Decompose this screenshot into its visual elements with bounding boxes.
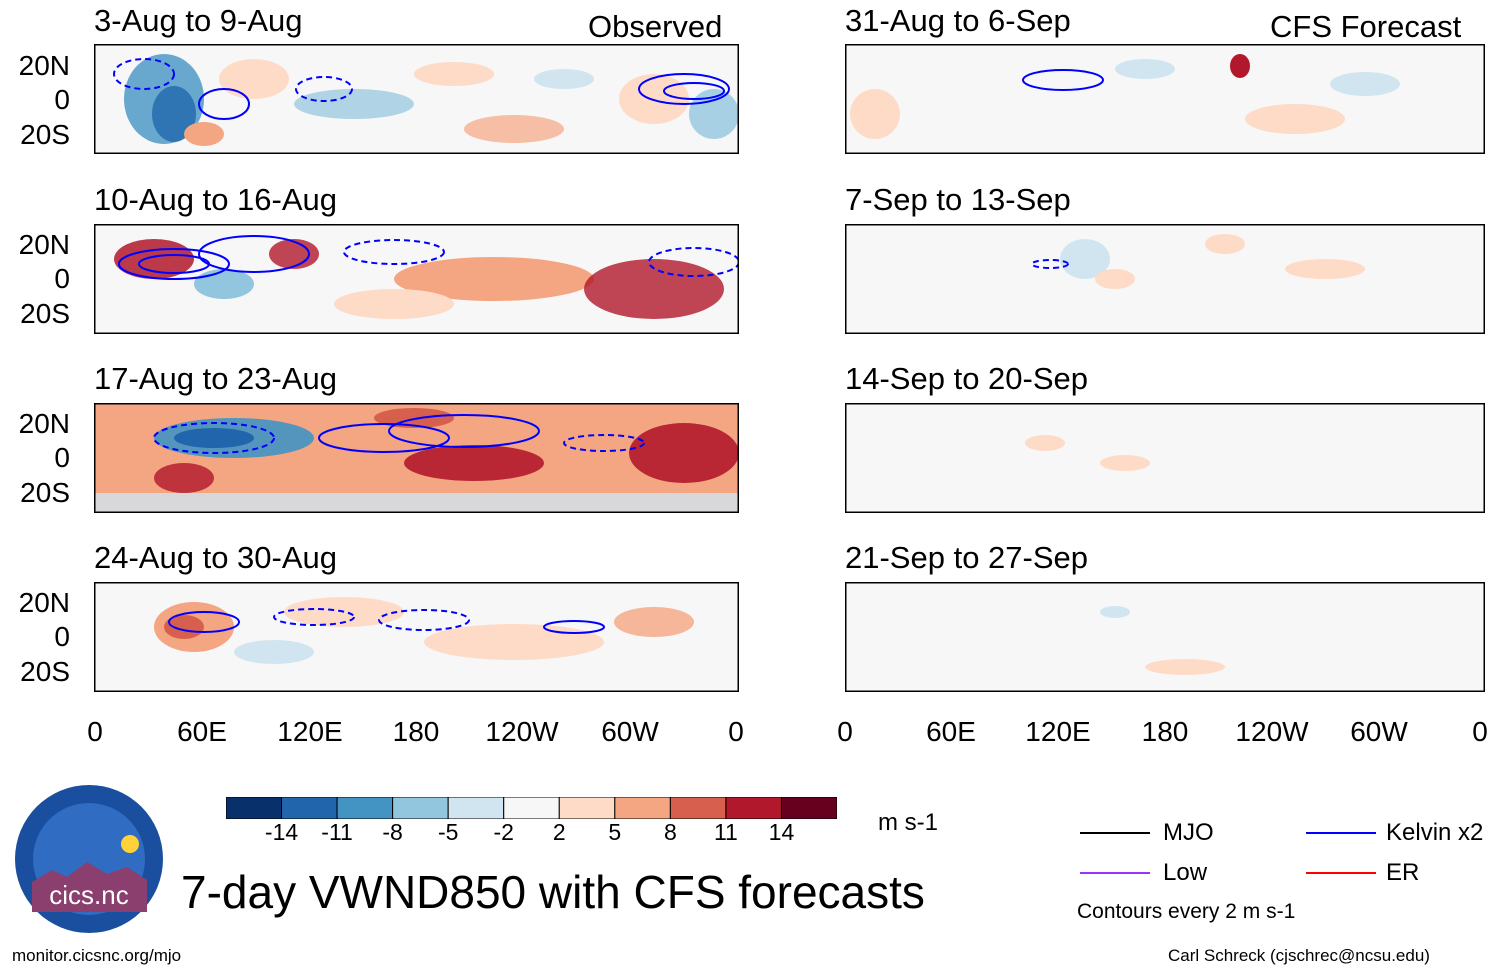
forecast-panel-1-title: 31-Aug to 6-Sep — [845, 3, 1071, 38]
wind-shading — [850, 54, 1400, 139]
kelvin-contours — [153, 414, 645, 454]
xtick-obs-180: 180 — [392, 716, 440, 747]
xtick-fc-60e: 60E — [926, 716, 976, 747]
observed-header: Observed — [588, 9, 723, 44]
cics-logo: cics.nc — [15, 785, 163, 933]
xtick-obs-60w: 60W — [601, 716, 659, 747]
colorbar-swatch — [226, 797, 283, 819]
legend-low: Low — [1163, 859, 1208, 886]
ytick-20s: 20S — [20, 477, 70, 508]
wind-shading — [94, 408, 739, 513]
ytick-20n: 20N — [18, 587, 70, 618]
wind-shading — [124, 54, 739, 146]
forecast-panel-2-title: 7-Sep to 13-Sep — [845, 182, 1071, 217]
colorbar-swatch — [669, 797, 727, 819]
kelvin-contours — [118, 235, 739, 280]
kelvin-contours — [1022, 69, 1104, 91]
xtick-fc-120e: 120E — [1025, 716, 1091, 747]
legend-mjo-line — [1080, 832, 1150, 834]
xtick-obs-0: 0 — [87, 716, 103, 747]
ytick-0: 0 — [54, 442, 70, 473]
kelvin-contours — [1031, 259, 1069, 269]
footer-credit: Carl Schreck (cjschrec@ncsu.edu) — [1168, 946, 1430, 965]
colorbar-tick: -2 — [493, 819, 514, 845]
ytick-20s: 20S — [20, 119, 70, 150]
xtick-fc-180: 180 — [1141, 716, 1189, 747]
colorbar-tick: -11 — [321, 819, 353, 845]
kelvin-contours — [168, 608, 605, 634]
contour-note: Contours every 2 m s-1 — [1077, 900, 1296, 923]
xtick-fc-0-end: 0 — [1472, 716, 1488, 747]
colorbar-swatch — [392, 797, 449, 819]
forecast-panel-4-title: 21-Sep to 27-Sep — [845, 540, 1089, 575]
xtick-fc-0: 0 — [837, 716, 853, 747]
forecast-map-4 — [845, 582, 1485, 692]
forecast-header: CFS Forecast — [1270, 9, 1462, 44]
observed-panel-1-title: 3-Aug to 9-Aug — [94, 3, 303, 38]
colorbar-swatch — [558, 797, 616, 819]
colorbar-tick: 8 — [663, 819, 677, 845]
forecast-map-3 — [845, 403, 1485, 513]
ytick-20n: 20N — [18, 408, 70, 439]
xtick-obs-60e: 60E — [177, 716, 227, 747]
forecast-panel-3-title: 14-Sep to 20-Sep — [845, 361, 1089, 396]
xtick-fc-120w: 120W — [1235, 716, 1309, 747]
ytick-20n: 20N — [18, 229, 70, 260]
ytick-0: 0 — [54, 263, 70, 294]
xtick-obs-120e: 120E — [277, 716, 343, 747]
colorbar-tick: -8 — [382, 819, 403, 845]
ytick-20s: 20S — [20, 656, 70, 687]
colorbar-tick: -5 — [437, 819, 459, 845]
observed-map-1 — [94, 44, 739, 154]
ytick-0: 0 — [54, 621, 70, 652]
legend-kelvin: Kelvin x2 — [1386, 819, 1484, 846]
colorbar-swatch — [503, 797, 560, 819]
observed-map-3 — [94, 403, 739, 513]
xtick-obs-120w: 120W — [485, 716, 559, 747]
observed-panel-2-title: 10-Aug to 16-Aug — [94, 182, 338, 217]
wind-shading — [1100, 606, 1225, 675]
wind-shading — [1060, 234, 1365, 289]
colorbar-tick: 14 — [768, 819, 795, 845]
colorbar-tick: 5 — [608, 819, 622, 845]
observed-map-4 — [94, 582, 739, 692]
wind-shading — [1025, 435, 1150, 471]
xtick-obs-0-end: 0 — [728, 716, 744, 747]
colorbar-swatch — [336, 797, 394, 819]
kelvin-contours — [113, 58, 730, 120]
colorbar-swatch — [780, 797, 837, 819]
observed-panel-4-title: 24-Aug to 30-Aug — [94, 540, 338, 575]
legend-kelvin-line — [1306, 832, 1376, 834]
ytick-20s: 20S — [20, 298, 70, 329]
ytick-0: 0 — [54, 84, 70, 115]
colorbar-swatch — [725, 797, 782, 819]
colorbar-tick: -14 — [264, 819, 299, 845]
xtick-fc-60w: 60W — [1350, 716, 1408, 747]
legend-mjo: MJO — [1163, 819, 1214, 846]
legend-er: ER — [1386, 859, 1420, 886]
forecast-map-1 — [845, 44, 1485, 154]
colorbar-units: m s-1 — [878, 809, 938, 836]
ytick-20n: 20N — [18, 50, 70, 81]
forecast-map-2 — [845, 224, 1485, 334]
observed-map-2 — [94, 224, 739, 334]
colorbar-swatch — [447, 797, 505, 819]
logo-text: cics.nc — [49, 880, 128, 910]
colorbar — [226, 797, 837, 819]
colorbar-swatch — [281, 797, 338, 819]
observed-panel-3-title: 17-Aug to 23-Aug — [94, 361, 338, 396]
legend-er-line — [1306, 872, 1376, 874]
colorbar-tick: 2 — [552, 819, 566, 845]
footer-url: monitor.cicsnc.org/mjo — [12, 946, 182, 965]
colorbar-tick: 11 — [713, 819, 738, 845]
colorbar-swatch — [614, 797, 671, 819]
legend-low-line — [1080, 872, 1150, 874]
main-title: 7-day VWND850 with CFS forecasts — [181, 866, 925, 918]
